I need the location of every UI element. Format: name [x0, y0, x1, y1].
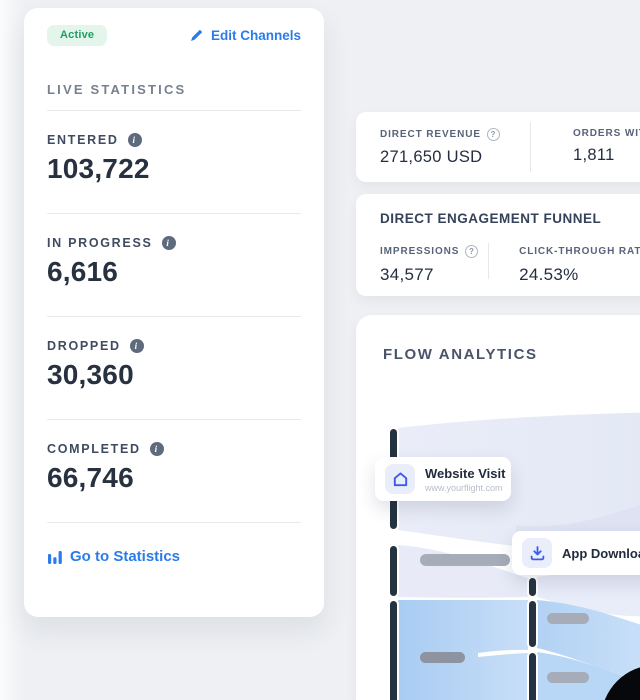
- status-badge: Active: [47, 24, 108, 46]
- stat-label-row: IN PROGRESS i: [47, 236, 301, 250]
- stat-label: COMPLETED: [47, 442, 141, 456]
- card-header: Active Edit Channels: [47, 24, 301, 46]
- edit-channels-label: Edit Channels: [210, 27, 301, 43]
- question-icon[interactable]: ?: [486, 128, 500, 141]
- go-to-statistics-button[interactable]: Go to Statistics: [47, 548, 180, 565]
- flow-band-top: [398, 412, 640, 556]
- left-edge-panel: [0, 0, 26, 700]
- question-icon[interactable]: ?: [465, 245, 479, 258]
- info-icon[interactable]: i: [127, 133, 142, 147]
- stat-entered: ENTERED i 103,722: [47, 133, 301, 214]
- flow-step-app-download[interactable]: App Download: [512, 531, 640, 575]
- stat-value: 30,360: [47, 359, 134, 390]
- stat-label: IN PROGRESS: [47, 236, 153, 250]
- engagement-funnel-card: DIRECT ENGAGEMENT FUNNEL IMPRESSIONS ? 3…: [356, 194, 640, 296]
- flow-band-gap: [478, 649, 528, 657]
- step-title: Website Visit: [425, 465, 506, 481]
- metric-label: CLICK-THROUGH RATE: [519, 246, 640, 257]
- metric-label: DIRECT REVENUE: [380, 129, 481, 140]
- metric-impressions: IMPRESSIONS ? 34,577: [380, 229, 488, 285]
- flow-analytics-card: FLOW ANALYTICS Website Visit www.yourfli…: [356, 315, 640, 700]
- flow-step-website-visit[interactable]: Website Visit www.yourflight.com: [375, 457, 511, 501]
- stat-completed: COMPLETED i 66,746: [47, 442, 301, 523]
- funnel-metrics-row: IMPRESSIONS ? 34,577 CLICK-THROUGH RATE …: [380, 229, 640, 285]
- stat-label-row: DROPPED i: [47, 339, 301, 353]
- metric-label: IMPRESSIONS: [380, 246, 460, 257]
- step-text: Website Visit www.yourflight.com: [425, 466, 505, 493]
- metric-value: 34,577: [380, 265, 434, 284]
- section-title: LIVE STATISTICS: [47, 82, 187, 97]
- info-icon[interactable]: i: [129, 339, 144, 353]
- stat-label: DROPPED: [47, 339, 121, 353]
- flow-node: [527, 599, 538, 649]
- funnel-title: DIRECT ENGAGEMENT FUNNEL: [380, 211, 602, 226]
- stat-label: ENTERED: [47, 133, 119, 147]
- skeleton-pill: [547, 672, 589, 683]
- dark-corner-shape: [604, 667, 640, 700]
- metric-label-row: IMPRESSIONS ?: [380, 245, 488, 258]
- bar-chart-icon: [48, 550, 62, 564]
- download-icon: [522, 538, 552, 568]
- metric-ctr: CLICK-THROUGH RATE ? 24.53%: [489, 229, 640, 285]
- go-to-statistics-label: Go to Statistics: [70, 548, 181, 565]
- vertical-divider: [530, 122, 531, 172]
- stat-label-row: ENTERED i: [47, 133, 301, 147]
- metric-direct-revenue: DIRECT REVENUE ? 271,650 USD: [356, 112, 530, 182]
- skeleton-pill: [420, 652, 465, 663]
- skeleton-pill: [547, 613, 589, 624]
- stat-value: 103,722: [47, 153, 150, 184]
- vertical-divider: [488, 243, 490, 279]
- stat-in-progress: IN PROGRESS i 6,616: [47, 236, 301, 317]
- skeleton-pill: [420, 554, 510, 566]
- info-icon[interactable]: i: [161, 236, 176, 250]
- home-icon: [385, 464, 415, 494]
- stat-value: 66,746: [47, 462, 134, 493]
- divider: [47, 419, 301, 420]
- divider: [47, 213, 301, 214]
- stat-dropped: DROPPED i 30,360: [47, 339, 301, 420]
- metric-orders: ORDERS WITH P 1,811: [531, 112, 640, 182]
- metric-label-row: ORDERS WITH P: [573, 128, 640, 139]
- metric-value: 271,650 USD: [380, 148, 483, 166]
- direct-revenue-card: DIRECT REVENUE ? 271,650 USD ORDERS WITH…: [356, 112, 640, 182]
- edit-channels-button[interactable]: Edit Channels: [189, 28, 301, 43]
- divider: [47, 110, 301, 111]
- flow-node: [527, 576, 538, 598]
- step-subtitle: www.yourflight.com: [425, 482, 503, 493]
- metric-value: 1,811: [573, 146, 615, 164]
- step-title: App Download: [562, 545, 640, 561]
- metric-label-row: CLICK-THROUGH RATE ?: [519, 245, 640, 258]
- flow-band-right-1: [537, 562, 640, 617]
- metric-label: ORDERS WITH P: [573, 128, 640, 139]
- flow-band-mid: [398, 545, 528, 598]
- stat-label-row: COMPLETED i: [47, 442, 301, 456]
- info-icon[interactable]: i: [149, 442, 164, 456]
- flow-node: [388, 599, 399, 700]
- pencil-icon: [191, 29, 203, 41]
- flow-node: [388, 544, 399, 598]
- metric-label-row: DIRECT REVENUE ?: [380, 128, 530, 141]
- divider: [47, 522, 301, 523]
- flow-band-bottom: [398, 600, 528, 700]
- metric-value: 24.53%: [519, 265, 579, 284]
- stat-value: 6,616: [47, 256, 119, 287]
- flow-node: [527, 651, 538, 700]
- sankey-diagram: [388, 412, 640, 700]
- flow-title: FLOW ANALYTICS: [383, 346, 538, 363]
- divider: [47, 316, 301, 317]
- live-statistics-card: Active Edit Channels LIVE STATISTICS ENT…: [24, 8, 324, 617]
